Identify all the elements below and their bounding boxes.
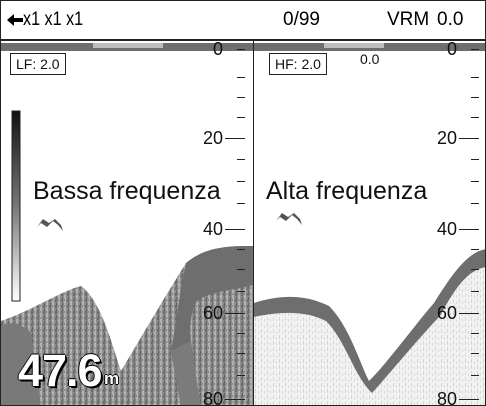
hf-gain-box[interactable]: HF: 2.0 <box>269 53 327 75</box>
hf-offset-value: 0.0 <box>360 51 380 67</box>
lf-scale-40: 40 <box>202 219 223 239</box>
hf-seabed-returns <box>254 249 485 405</box>
hf-panel-title: Alta frequenza <box>266 177 428 205</box>
lf-panel-title: Bassa frequenza <box>33 177 221 205</box>
left-arrow-icon[interactable] <box>7 13 23 27</box>
hf-scale-20: 20 <box>436 128 457 148</box>
panel-divider <box>253 41 254 405</box>
high-frequency-panel[interactable]: HF: 2.0 0.0 0 20 40 60 80 Alta frequenza <box>254 41 485 406</box>
hf-scale-60: 60 <box>436 303 457 323</box>
lf-echogram <box>1 43 253 405</box>
lf-bottom-echo <box>171 246 253 351</box>
hf-scale-40: 40 <box>436 219 457 239</box>
low-frequency-panel[interactable]: LF: 2.0 0 20 40 60 80 Bassa frequenza 47… <box>1 41 253 406</box>
gain-color-bar <box>11 110 21 302</box>
status-bar: x1 x1 x1 0/99 VRM 0.0 <box>1 1 485 39</box>
status-bar-divider <box>1 39 485 41</box>
lf-scale-60: 60 <box>202 303 223 323</box>
fish-echo <box>276 213 302 225</box>
hf-scale-80: 80 <box>436 389 457 406</box>
hf-scale-0: 0 <box>446 41 457 59</box>
vrm-value: 0.0 <box>437 9 464 30</box>
hf-depth-scale-ticks <box>459 49 479 400</box>
lf-scale-80: 80 <box>202 389 223 406</box>
lf-scale-20: 20 <box>202 128 223 148</box>
lf-depth-scale-ticks <box>225 49 245 400</box>
lf-gain-box[interactable]: LF: 2.0 <box>10 53 66 75</box>
range-scale-text[interactable]: x1 x1 x1 <box>23 9 84 30</box>
fish-echo <box>37 219 63 231</box>
counter-readout: 0/99 <box>283 9 320 30</box>
lf-scale-0: 0 <box>212 41 223 59</box>
hf-echogram <box>254 43 485 405</box>
vrm-label: VRM <box>387 9 430 30</box>
depth-readout: 47.6 <box>18 345 103 396</box>
depth-unit: m <box>104 369 120 388</box>
